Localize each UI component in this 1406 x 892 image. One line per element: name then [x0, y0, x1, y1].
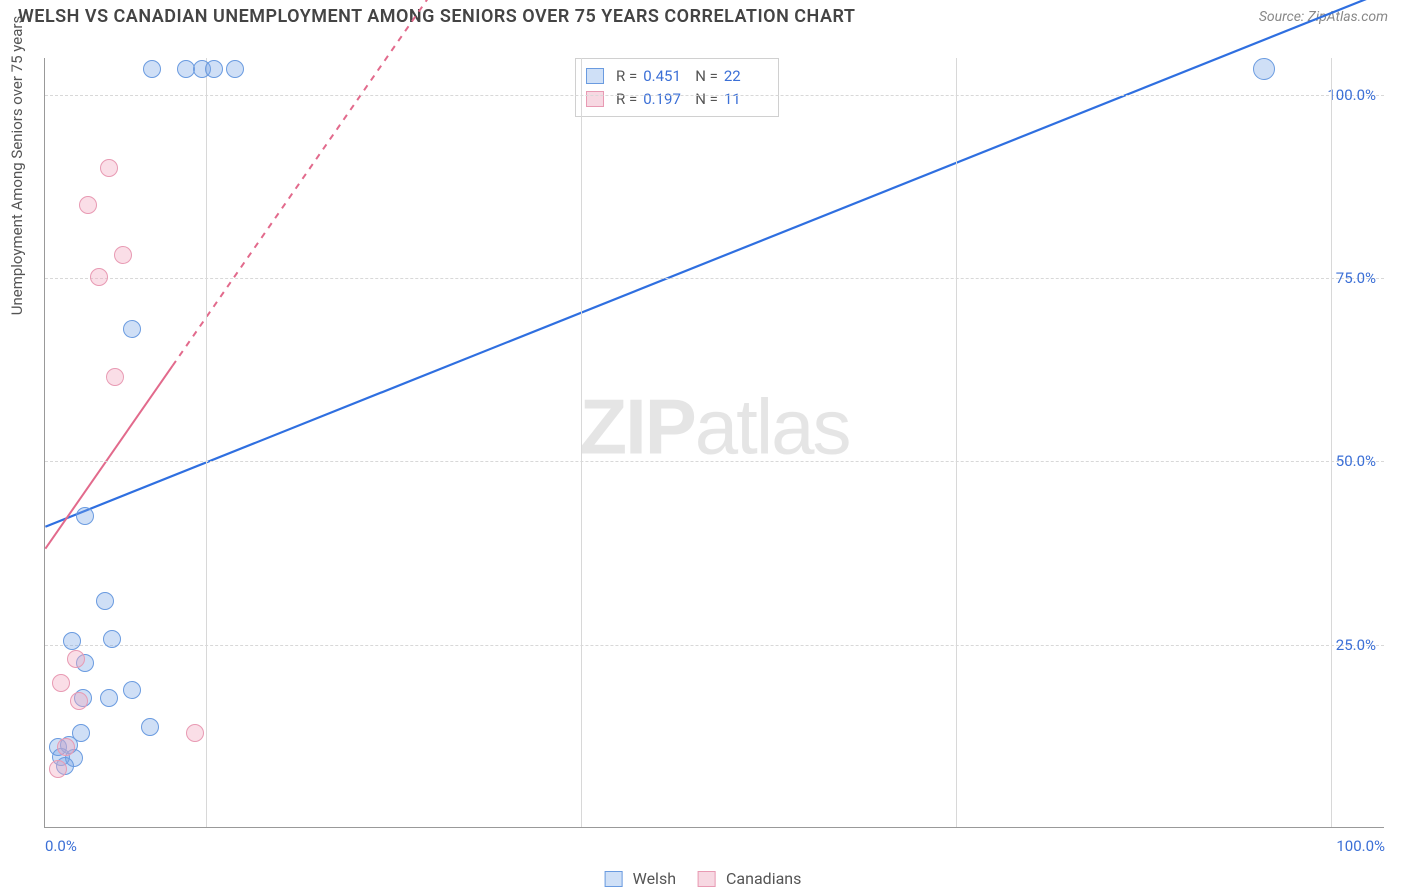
data-point-welsh — [226, 60, 244, 78]
data-point-welsh — [123, 320, 141, 338]
data-point-welsh — [205, 60, 223, 78]
y-tick-label: 75.0% — [1336, 269, 1376, 287]
data-point-canadians — [67, 650, 85, 668]
data-point-canadians — [79, 196, 97, 214]
data-point-welsh — [103, 630, 121, 648]
y-tick-label: 50.0% — [1336, 452, 1376, 470]
legend-swatch — [586, 68, 604, 84]
y-tick-label: 25.0% — [1336, 636, 1376, 654]
data-point-canadians — [114, 246, 132, 264]
data-point-canadians — [100, 159, 118, 177]
scatter-plot: ZIPatlas R =0.451N =22R =0.197N =11 25.0… — [44, 58, 1384, 828]
gridline-h — [45, 278, 1384, 279]
header: WELSH VS CANADIAN UNEMPLOYMENT AMONG SEN… — [0, 0, 1406, 33]
trend-lines — [45, 58, 1384, 827]
data-point-welsh — [141, 718, 159, 736]
chart-area: Unemployment Among Seniors over 75 years… — [0, 38, 1406, 892]
data-point-canadians — [70, 692, 88, 710]
trend-line-canadians — [45, 366, 172, 549]
trend-line-canadians — [173, 0, 514, 366]
x-tick-label: 0.0% — [45, 837, 77, 855]
gridline-h — [45, 461, 1384, 462]
data-point-canadians — [90, 268, 108, 286]
data-point-canadians — [186, 724, 204, 742]
legend-row-welsh: R =0.451N =22 — [586, 65, 768, 88]
data-point-welsh — [143, 60, 161, 78]
legend-swatch — [586, 91, 604, 107]
data-point-welsh — [63, 632, 81, 650]
gridline-v — [1331, 58, 1332, 827]
data-point-canadians — [57, 738, 75, 756]
legend-swatch — [605, 871, 623, 887]
chart-title: WELSH VS CANADIAN UNEMPLOYMENT AMONG SEN… — [18, 6, 855, 27]
gridline-v — [956, 58, 957, 827]
gridline-h — [45, 645, 1384, 646]
y-tick-label: 100.0% — [1327, 86, 1376, 104]
correlation-legend: R =0.451N =22R =0.197N =11 — [575, 58, 779, 117]
data-point-canadians — [52, 674, 70, 692]
legend-item-canadians: Canadians — [698, 869, 801, 888]
x-tick-label: 100.0% — [1336, 837, 1385, 855]
data-point-welsh — [123, 681, 141, 699]
gridline-v — [581, 58, 582, 827]
gridline-h — [45, 95, 1384, 96]
data-point-canadians — [49, 760, 67, 778]
series-legend: Welsh Canadians — [605, 869, 802, 888]
source-attribution: Source: ZipAtlas.com — [1259, 9, 1388, 25]
data-point-welsh — [96, 592, 114, 610]
data-point-welsh — [100, 689, 118, 707]
legend-row-canadians: R =0.197N =11 — [586, 88, 768, 111]
legend-swatch — [698, 871, 716, 887]
data-point-welsh — [76, 507, 94, 525]
legend-item-welsh: Welsh — [605, 869, 676, 888]
data-point-canadians — [106, 368, 124, 386]
data-point-welsh — [1253, 58, 1275, 80]
y-axis-label: Unemployment Among Seniors over 75 years — [8, 16, 26, 315]
watermark: ZIPatlas — [579, 382, 849, 473]
gridline-v — [206, 58, 207, 827]
